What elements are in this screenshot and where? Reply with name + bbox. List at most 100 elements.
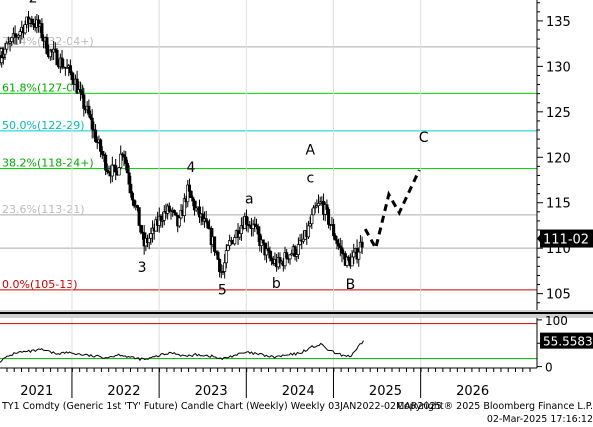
candle-body-143 (238, 233, 242, 238)
year-label-2024: 2024 (282, 384, 315, 399)
candle-211 (352, 243, 356, 264)
candle-body-12 (18, 31, 22, 36)
candle-188 (313, 202, 317, 214)
wave-labels: 1 2 3 4 5 a b Ac B C (0, 0, 429, 299)
candle-113 (187, 178, 191, 198)
candle-body-171 (285, 252, 289, 259)
candle-body-60 (99, 139, 103, 152)
wave-label-8: c (306, 171, 314, 187)
year-label-2022: 2022 (107, 384, 140, 399)
candle-82 (135, 204, 140, 212)
candle-body-90 (149, 233, 153, 239)
candle-body-78 (129, 183, 133, 194)
candle-173 (288, 253, 292, 265)
candle-body-61 (100, 150, 104, 155)
price-tick-label-135: 135 (546, 15, 571, 30)
candle-157 (261, 239, 265, 246)
candle-50 (82, 88, 86, 117)
projection-path (363, 169, 421, 253)
candle-105 (174, 212, 178, 217)
candle-71 (117, 166, 121, 176)
candle-body-104 (172, 210, 176, 214)
candle-body-186 (310, 214, 314, 225)
candle-69 (114, 158, 118, 181)
candle-body-124 (206, 221, 210, 229)
candle-214 (357, 247, 361, 267)
year-label-2021: 2021 (20, 384, 53, 399)
candle-body-84 (139, 225, 143, 233)
candle-body-28 (45, 37, 49, 54)
candle-body-115 (191, 197, 195, 202)
axes: 105110115120125130135111-0205010055.5583… (0, 0, 593, 399)
candle-body-69 (114, 165, 118, 173)
candle-171 (285, 249, 289, 260)
candle-body-123 (204, 218, 208, 222)
fib-label-4: 23.6%(113-21) (2, 203, 85, 216)
candle-body-71 (117, 167, 121, 176)
candle-123 (204, 210, 208, 224)
rsi-last-label: 55.5583 (543, 335, 593, 349)
candle-body-135 (224, 250, 228, 264)
chart-description-footer: TY1 Comdty (Generic 1st 'TY' Future) Can… (2, 401, 442, 412)
wave-label-4: 5 (218, 283, 227, 299)
price-axis-background (537, 0, 593, 310)
candle-body-119 (197, 206, 202, 218)
wave-label-0: 1 (0, 46, 7, 62)
candle-186 (310, 208, 314, 230)
candle-body-80 (132, 199, 136, 207)
candle-178 (296, 237, 300, 260)
candle-60 (99, 138, 103, 158)
candle-body-63 (104, 154, 108, 171)
candle-4 (5, 41, 9, 53)
candle-body-53 (87, 105, 91, 115)
candle-184 (306, 220, 311, 239)
wave-label-5: a (245, 192, 254, 208)
wave-label-2: 3 (138, 260, 147, 276)
rsi-tick-label-0: 0 (545, 361, 553, 375)
year-label-2023: 2023 (195, 384, 228, 399)
wave-label-1: 2 (29, 0, 38, 7)
candle-body-76 (125, 163, 129, 174)
candle-body-178 (296, 244, 300, 255)
candle-181 (301, 230, 305, 244)
candle-body-50 (82, 94, 86, 109)
candle-57 (94, 124, 98, 143)
candlesticks (0, 10, 364, 279)
wave-label-10: C (419, 130, 429, 146)
candle-body-130 (216, 251, 220, 260)
candle-body-140 (233, 237, 237, 245)
fib-label-2: 50.0%(122-29) (2, 119, 85, 132)
candle-78 (129, 175, 133, 198)
candle-body-37 (60, 57, 64, 68)
timestamp-footer: 02-Mar-2025 17:16:12 (486, 414, 593, 425)
candle-83 (137, 207, 141, 226)
candle-195 (325, 199, 329, 216)
candle-body-75 (124, 156, 128, 164)
candle-body-157 (261, 239, 265, 244)
candle-body-55 (90, 117, 94, 130)
candle-body-25 (40, 23, 44, 39)
candle-body-211 (352, 251, 356, 258)
candle-34 (55, 47, 59, 66)
rsi-panel-background (0, 318, 537, 368)
candle-body-77 (127, 172, 131, 185)
rsi-last-badge (540, 332, 593, 349)
candle-140 (233, 234, 237, 246)
candle-196 (327, 207, 331, 229)
candle-body-82 (135, 205, 140, 208)
candle-body-4 (5, 42, 9, 50)
last-price-pointer (537, 233, 541, 244)
candle-body-34 (55, 49, 59, 66)
candle-body-214 (357, 251, 361, 260)
candle-body-43 (70, 72, 74, 81)
price-tick-label-125: 125 (546, 106, 571, 121)
candle-53 (87, 99, 91, 118)
candle-body-105 (174, 212, 178, 216)
candle-body-7 (10, 37, 14, 42)
last-price-badge (540, 229, 593, 248)
candle-body-113 (187, 184, 191, 192)
candle-body-134 (223, 262, 227, 272)
rsi-line (0, 340, 364, 363)
candle-107 (177, 216, 181, 228)
